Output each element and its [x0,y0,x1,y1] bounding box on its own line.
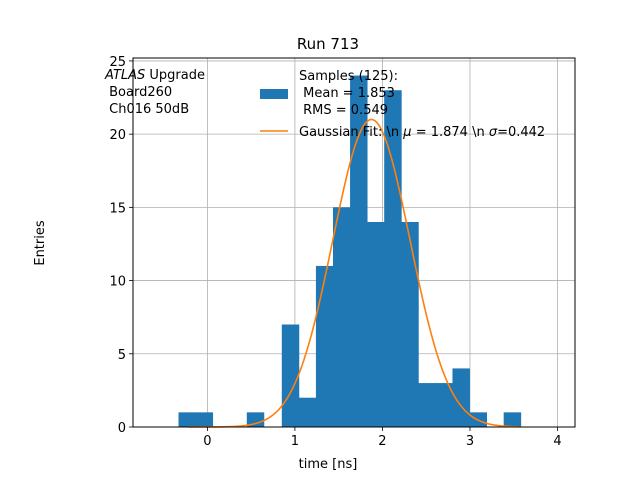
y-axis-label: Entries [33,220,48,266]
legend-fit-sigma-value: =0.442 [497,125,545,140]
annotation-line-1: ATLAS Upgrade [104,68,205,83]
legend-fit-sigma: σ [489,125,498,140]
gaussian-fit [187,118,521,428]
histogram-bar [401,222,419,427]
legend-swatch-histogram [260,89,288,99]
x-axis-label: time [ns] [299,457,358,472]
x-tick-label: 4 [553,434,561,449]
histogram-bar [178,412,196,427]
y-tick-label: 15 [109,201,126,216]
legend-fit-mu: μ [402,125,411,140]
y-tick-label: 20 [109,128,126,143]
legend-label-samples-1: Samples (125): [299,69,398,84]
histogram-bar [452,368,470,427]
x-tick-label: 1 [291,434,299,449]
histogram-bar [367,222,385,427]
annotation-atlas: ATLAS [104,68,145,83]
x-tick-label: 0 [203,434,211,449]
annotation-line-3: Ch016 50dB [105,102,189,117]
x-tick-label: 2 [378,434,386,449]
y-tick-label: 0 [118,421,126,436]
legend-label-fit: Gaussian Fit: \n μ = 1.874 \n σ=0.442 [299,125,545,140]
histogram-bar [435,383,453,427]
legend-label-samples-2: Mean = 1.853 [299,86,395,101]
histogram-bar [281,324,300,427]
histogram-bar [418,383,436,427]
atlas-annotation: ATLAS Upgrade Board260 Ch016 50dB [104,68,205,117]
histogram-bar [298,397,317,427]
histogram-bar [246,412,265,427]
y-tick-label: 10 [109,275,126,290]
histogram-bar [332,207,351,427]
legend: Samples (125): Mean = 1.853 RMS = 0.549 … [260,69,545,140]
histogram-bar [503,412,522,427]
y-tick-label: 25 [109,55,126,70]
legend-fit-prefix: Gaussian Fit: \n [299,125,403,140]
plot-frame [132,57,576,428]
histogram-bars [178,75,522,428]
histogram-bar [315,265,334,427]
legend-fit-mu-value: = 1.874 \n [412,125,489,140]
x-tick-label: 3 [466,434,474,449]
axis-ticks: 0 1 2 3 4 0 5 10 15 20 25 [109,55,561,449]
annotation-upgrade: Upgrade [145,68,205,83]
legend-label-samples-3: RMS = 0.549 [299,103,388,118]
histogram-bar [350,75,368,428]
gaussian-fit-line [187,118,521,428]
chart-title: Run 713 [297,35,359,53]
annotation-line-2: Board260 [105,85,172,100]
histogram-bar [195,412,214,427]
y-tick-label: 5 [118,348,126,363]
histogram-bar [384,90,402,427]
